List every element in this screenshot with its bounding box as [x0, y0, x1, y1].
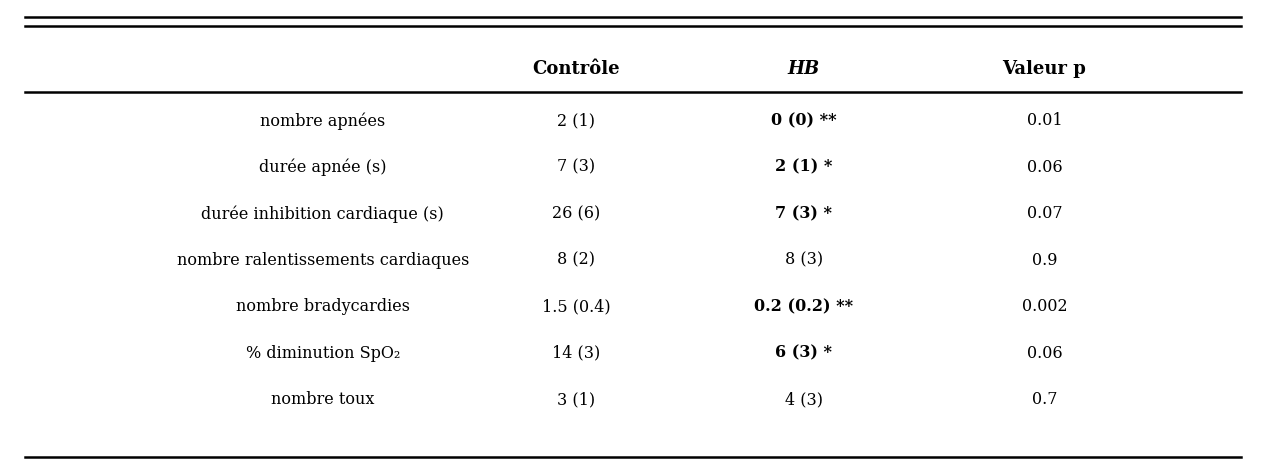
- Text: nombre bradycardies: nombre bradycardies: [235, 298, 410, 315]
- Text: 4 (3): 4 (3): [785, 391, 823, 408]
- Text: 14 (3): 14 (3): [552, 345, 600, 362]
- Text: 6 (3) *: 6 (3) *: [775, 345, 833, 362]
- Text: 0.2 (0.2) **: 0.2 (0.2) **: [755, 298, 853, 315]
- Text: 7 (3): 7 (3): [557, 159, 595, 176]
- Text: Valeur p: Valeur p: [1003, 60, 1086, 78]
- Text: nombre apnées: nombre apnées: [261, 112, 385, 129]
- Text: 3 (1): 3 (1): [557, 391, 595, 408]
- Text: nombre toux: nombre toux: [271, 391, 375, 408]
- Text: % diminution SpO₂: % diminution SpO₂: [246, 345, 400, 362]
- Text: 0 (0) **: 0 (0) **: [771, 112, 837, 129]
- Text: durée inhibition cardiaque (s): durée inhibition cardiaque (s): [201, 205, 444, 222]
- Text: 8 (2): 8 (2): [557, 252, 595, 269]
- Text: 0.06: 0.06: [1027, 345, 1062, 362]
- Text: 0.9: 0.9: [1032, 252, 1057, 269]
- Text: Contrôle: Contrôle: [532, 60, 620, 78]
- Text: 1.5 (0.4): 1.5 (0.4): [542, 298, 610, 315]
- Text: 0.01: 0.01: [1027, 112, 1062, 129]
- Text: 7 (3) *: 7 (3) *: [775, 205, 833, 222]
- Text: 8 (3): 8 (3): [785, 252, 823, 269]
- Text: 0.002: 0.002: [1022, 298, 1067, 315]
- Text: nombre ralentissements cardiaques: nombre ralentissements cardiaques: [177, 252, 468, 269]
- Text: 2 (1): 2 (1): [557, 112, 595, 129]
- Text: HB: HB: [787, 60, 820, 78]
- Text: 0.7: 0.7: [1032, 391, 1057, 408]
- Text: 26 (6): 26 (6): [552, 205, 600, 222]
- Text: 2 (1) *: 2 (1) *: [775, 159, 833, 176]
- Text: 0.07: 0.07: [1027, 205, 1062, 222]
- Text: 0.06: 0.06: [1027, 159, 1062, 176]
- Text: durée apnée (s): durée apnée (s): [260, 159, 386, 176]
